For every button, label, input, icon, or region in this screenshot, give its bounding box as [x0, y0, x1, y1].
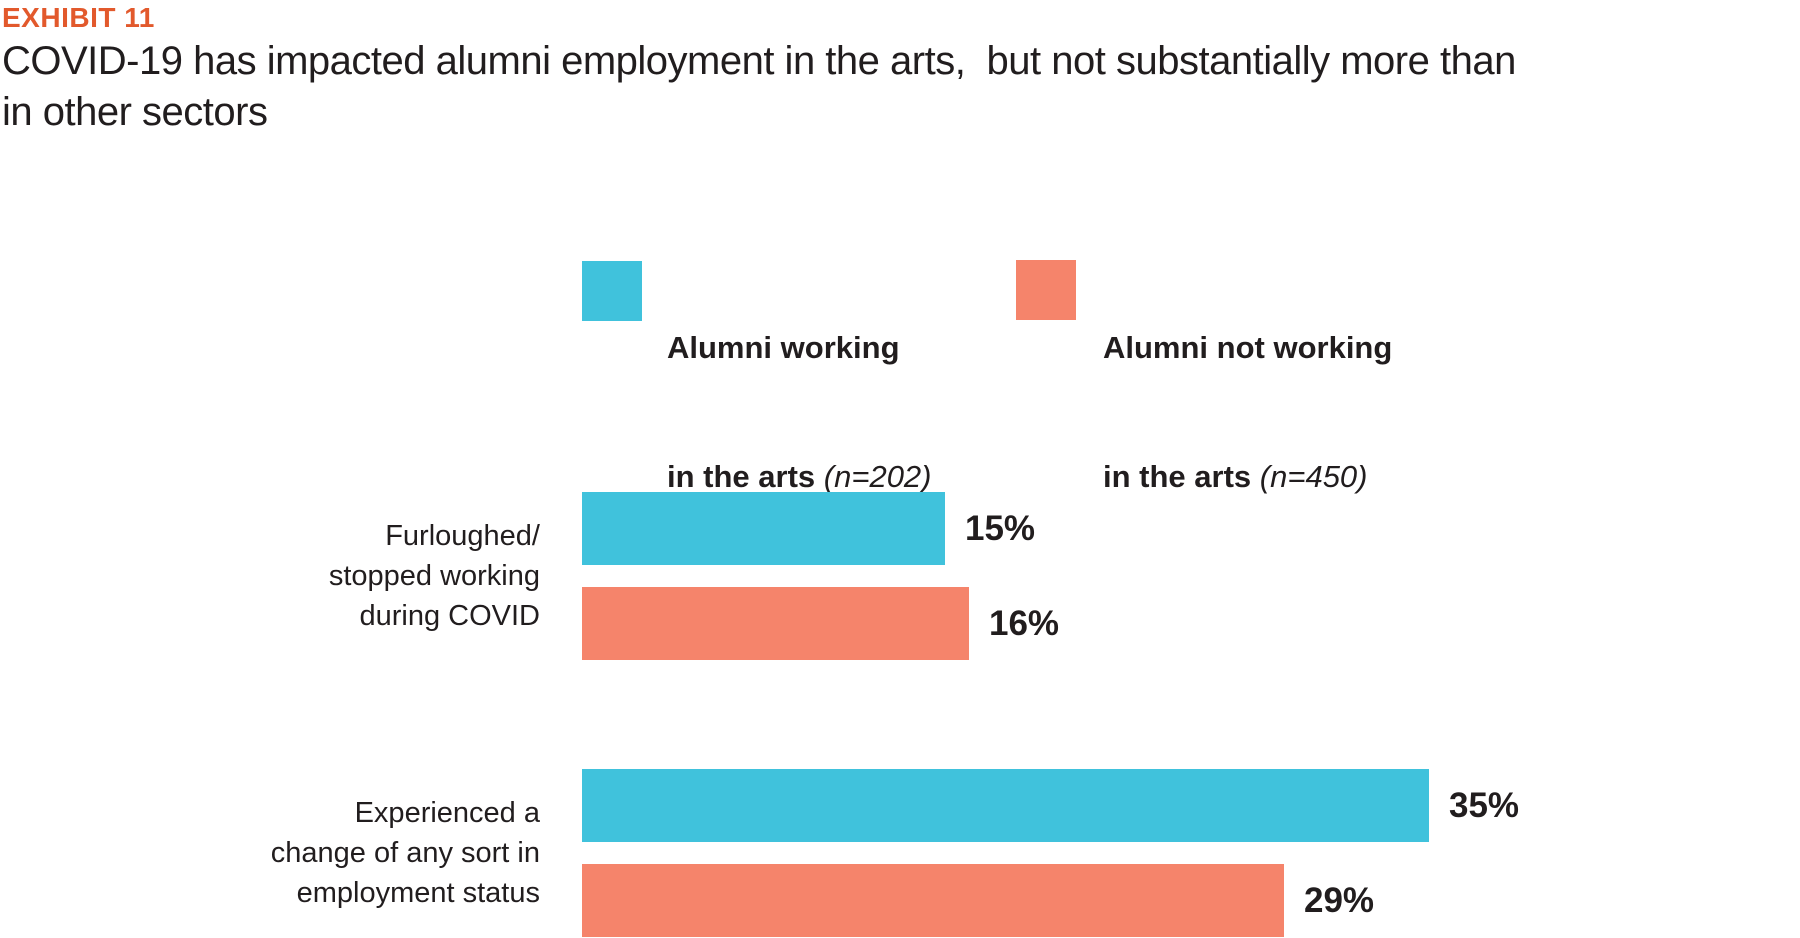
legend-n-value: (n=450) — [1259, 459, 1368, 494]
category-label-line: employment status — [296, 877, 540, 909]
category-label: Furloughed/stopped working during COVID — [0, 516, 540, 636]
legend-label-working-in-arts: Alumni working in the arts (n=202) — [667, 240, 932, 584]
value-label: 35% — [1449, 785, 1520, 825]
chart-title-line-1: COVID-19 has impacted alumni employment … — [2, 39, 1516, 83]
legend-n-value: (n=202) — [823, 459, 932, 494]
category-label: Experienced a change of any sort in employ… — [0, 793, 540, 913]
legend-swatch-not-working-in-arts — [1016, 260, 1076, 320]
legend-label-not-working-in-arts: Alumni not working in the arts (n=450) — [1103, 240, 1392, 584]
value-label: 16% — [989, 603, 1060, 643]
chart-title-line-2: in other sectors — [2, 90, 268, 134]
category-label-line: Experienced a — [354, 797, 540, 829]
category-label-line: change of any sort in — [270, 837, 540, 869]
category-label-line: Furloughed/ — [385, 520, 540, 552]
chart-title: COVID-19 has impacted alumni employment … — [2, 36, 1516, 138]
bar-not-working-in-arts — [582, 864, 1284, 937]
legend-label-line: in the arts (n=450) — [1103, 459, 1368, 494]
bar-not-working-in-arts — [582, 587, 969, 660]
category-label-line: during COVID — [359, 600, 540, 632]
value-label: 15% — [965, 508, 1036, 548]
value-label: 29% — [1304, 880, 1375, 920]
legend-label-line: Alumni working — [667, 330, 900, 365]
bar-working-in-arts — [582, 769, 1429, 842]
category-label-line: stopped working — [328, 560, 540, 592]
legend-label-line: Alumni not working — [1103, 330, 1393, 365]
bar-working-in-arts — [582, 492, 945, 565]
exhibit-label: EXHIBIT 11 — [2, 2, 155, 33]
legend-swatch-working-in-arts — [582, 261, 642, 321]
legend-label-line: in the arts (n=202) — [667, 459, 932, 494]
